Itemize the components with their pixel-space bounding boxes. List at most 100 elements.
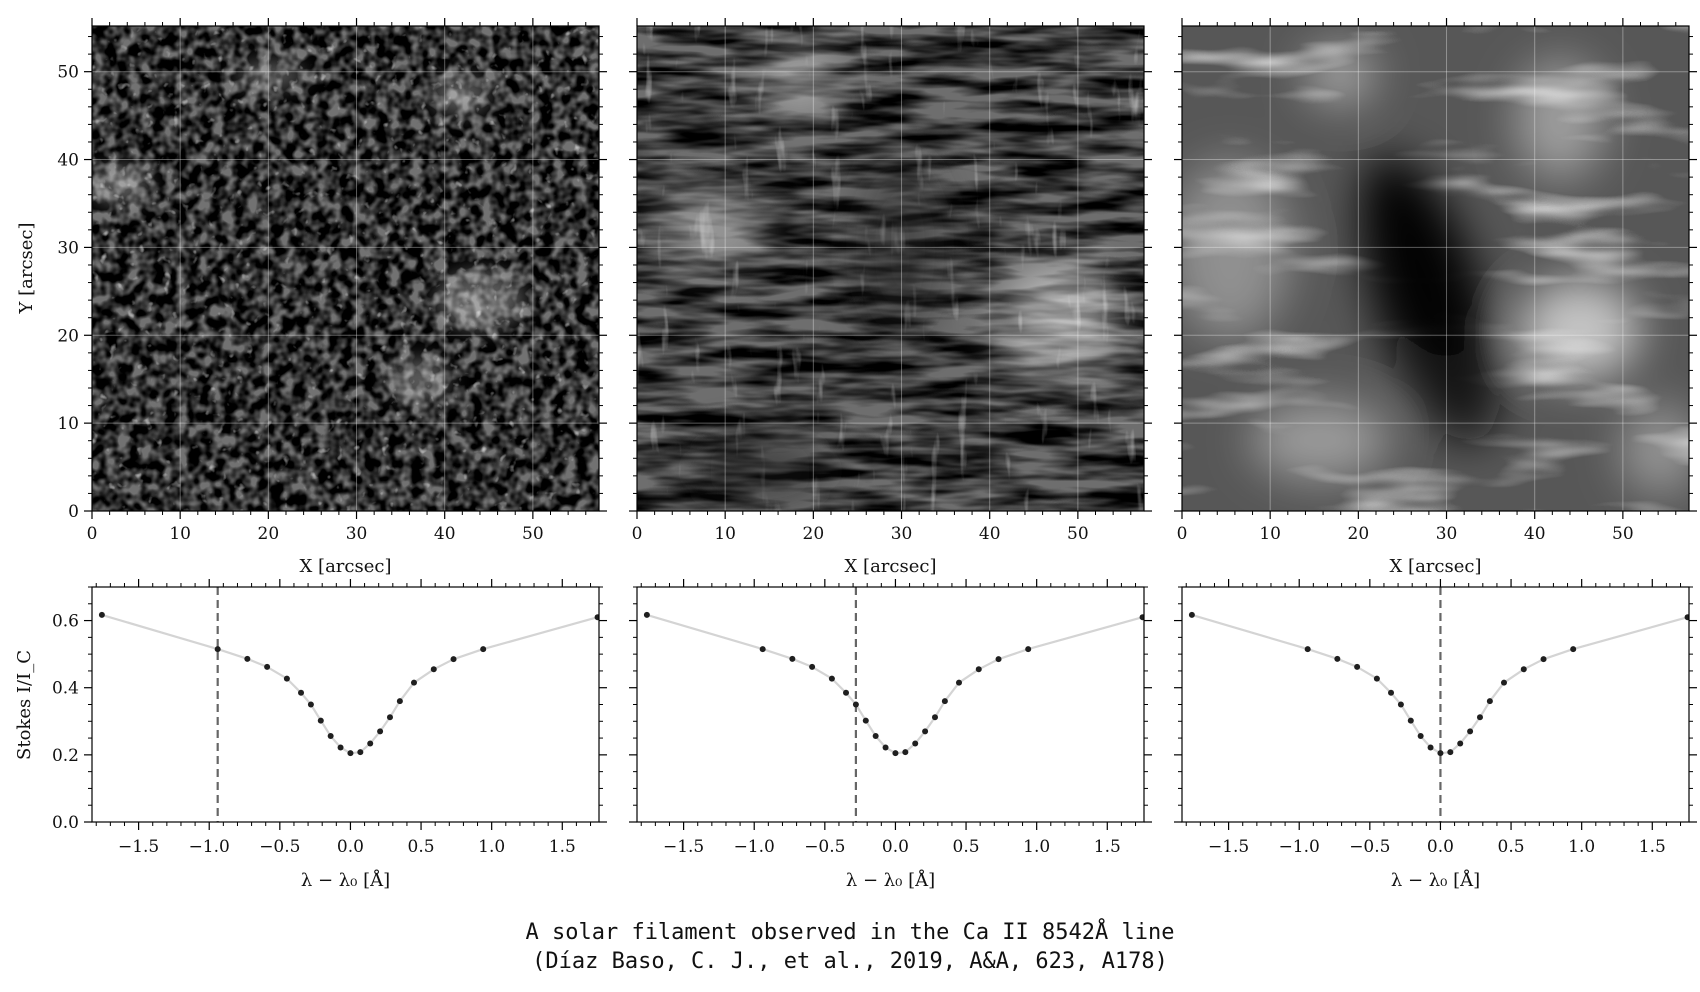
x-tick-label: −0.5 xyxy=(259,837,300,857)
profile-plot-area xyxy=(98,587,599,822)
x-tick-label: 1.0 xyxy=(1568,837,1595,857)
y-tick-label: 0 xyxy=(68,502,79,522)
profile-point xyxy=(98,611,105,618)
x-tick-label: 30 xyxy=(346,524,368,544)
x-tick-label: 20 xyxy=(1348,524,1370,544)
profile-point xyxy=(872,733,879,740)
profile-point xyxy=(1476,714,1483,721)
image-panel-line-core xyxy=(1182,26,1689,511)
profile-point xyxy=(298,689,305,696)
x-tick-label: 40 xyxy=(1524,524,1546,544)
x-tick-label: 50 xyxy=(522,524,544,544)
figure: 0 10 20 30 40 50 0 10 20 30 40 50 0 10 20 30 40 50 0 10 20 30… xyxy=(14,18,1697,891)
image-frame xyxy=(1181,25,1690,512)
profile-point xyxy=(1570,646,1577,653)
profile-point xyxy=(1188,611,1195,618)
profile-point xyxy=(1520,666,1527,673)
figure-caption: A solar filament observed in the Ca II 8… xyxy=(0,918,1700,976)
profile-point xyxy=(892,750,899,757)
profile-point xyxy=(1540,656,1547,663)
profile-point xyxy=(377,728,384,735)
y-tick-label: 10 xyxy=(57,414,79,434)
profile-point xyxy=(317,717,324,724)
profile-point xyxy=(843,689,850,696)
profile-point xyxy=(367,740,374,747)
profile-point xyxy=(862,717,869,724)
x-tick-label: −1.5 xyxy=(1208,837,1249,857)
image-panel-inner-wing xyxy=(637,26,1144,511)
image-xlabel-2: X [arcsec] xyxy=(845,556,937,577)
y-tick-label: 40 xyxy=(57,151,79,171)
profile-point xyxy=(975,666,982,673)
profile-point xyxy=(931,714,938,721)
profile-plot-area xyxy=(1188,587,1689,822)
profile-point xyxy=(828,675,835,682)
x-tick-label: 1.5 xyxy=(1094,837,1121,857)
profile-point xyxy=(410,679,417,686)
profile-point xyxy=(327,733,334,740)
x-tick-label: 0 xyxy=(87,524,98,544)
profile-panel-3 xyxy=(1182,587,1689,822)
x-tick-label: −0.5 xyxy=(1349,837,1390,857)
profile-point xyxy=(594,614,599,621)
profile-point xyxy=(1427,744,1434,751)
profile-point xyxy=(995,656,1002,663)
y-tick-label: 0.0 xyxy=(52,813,79,833)
x-tick-label: 0 xyxy=(1177,524,1188,544)
profile-point xyxy=(955,679,962,686)
profile-point xyxy=(759,646,766,653)
profile-point xyxy=(480,646,487,653)
profile-point xyxy=(283,675,290,682)
profile-point xyxy=(1467,728,1474,735)
profile-point xyxy=(347,750,354,757)
caption-line-1: A solar filament observed in the Ca II 8… xyxy=(525,920,1175,945)
x-tick-label: 10 xyxy=(1259,524,1281,544)
y-tick-label: 50 xyxy=(57,63,79,83)
x-tick-label: 1.5 xyxy=(549,837,576,857)
profile-point xyxy=(1684,614,1689,621)
x-tick-label: 20 xyxy=(258,524,280,544)
profile-point xyxy=(396,698,403,705)
profile-point xyxy=(789,655,796,662)
x-tick-label: 50 xyxy=(1067,524,1089,544)
profile-point xyxy=(357,749,364,756)
x-tick-label: −1.5 xyxy=(663,837,704,857)
profile-xlabel-2: λ − λ₀ [Å] xyxy=(846,869,935,891)
image-panel-wing xyxy=(92,26,599,511)
profile-point xyxy=(386,714,393,721)
y-tick-label: 0.6 xyxy=(52,612,79,632)
profile-panel-1 xyxy=(92,587,599,822)
profile-point xyxy=(912,740,919,747)
y-tick-label: 0.2 xyxy=(52,746,79,766)
profile-point xyxy=(1486,698,1493,705)
profile-point xyxy=(1447,749,1454,756)
profile-point xyxy=(1388,689,1395,696)
profile-point xyxy=(1417,733,1424,740)
profile-point xyxy=(1139,614,1144,621)
profile-point xyxy=(643,611,650,618)
caption-line-2: (Díaz Baso, C. J., et al., 2019, A&A, 62… xyxy=(532,949,1168,974)
image-xlabel-1: X [arcsec] xyxy=(300,556,392,577)
x-tick-label: −1.0 xyxy=(734,837,775,857)
x-tick-label: 1.0 xyxy=(1023,837,1050,857)
profile-ylabel: Stokes I/I_C xyxy=(14,650,35,760)
profile-point xyxy=(244,655,251,662)
profile-point xyxy=(430,666,437,673)
profile-point xyxy=(922,728,929,735)
x-tick-label: 50 xyxy=(1612,524,1634,544)
x-tick-label: 1.0 xyxy=(478,837,505,857)
profile-point xyxy=(450,656,457,663)
x-tick-label: 0.5 xyxy=(953,837,980,857)
profile-point xyxy=(1354,663,1361,670)
profile-point xyxy=(214,646,221,653)
x-tick-label: 0 xyxy=(632,524,643,544)
x-tick-label: 30 xyxy=(891,524,913,544)
y-tick-label: 20 xyxy=(57,326,79,346)
image-xlabel-3: X [arcsec] xyxy=(1390,556,1482,577)
profile-point xyxy=(902,749,909,756)
profile-point xyxy=(264,663,271,670)
profile-point xyxy=(307,701,314,708)
x-tick-label: 0.0 xyxy=(882,837,909,857)
x-tick-label: 1.5 xyxy=(1639,837,1666,857)
x-tick-label: 0.5 xyxy=(408,837,435,857)
